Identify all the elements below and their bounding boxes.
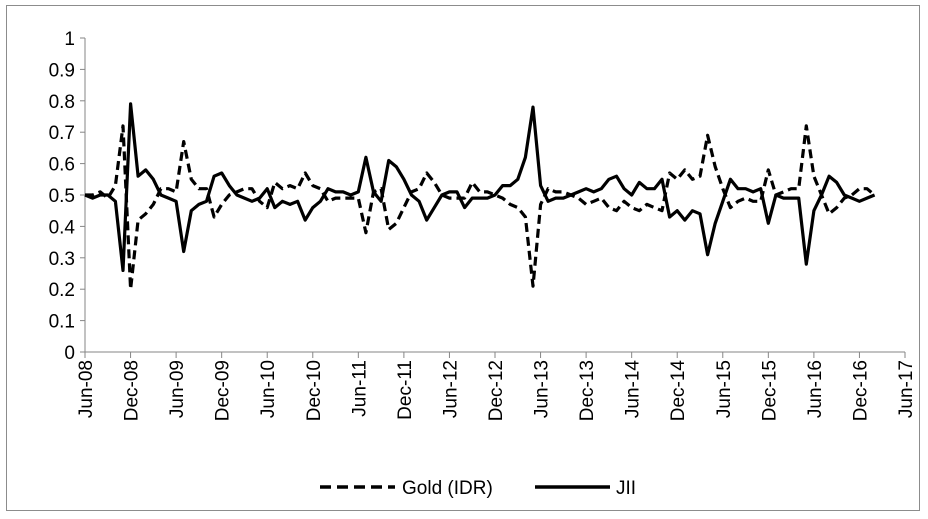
- y-tick-label: 0.4: [49, 217, 76, 238]
- x-tick-label: Dec-15: [759, 360, 780, 421]
- x-tick-label: Jun-10: [258, 360, 279, 418]
- legend-label-jii: JII: [616, 478, 636, 499]
- y-tick-label: 0: [64, 343, 75, 364]
- y-tick-label: 0.2: [49, 280, 75, 301]
- y-tick-label: 0.8: [49, 92, 75, 113]
- x-tick-label: Dec-14: [668, 360, 689, 422]
- x-tick-label: Dec-11: [395, 360, 416, 420]
- x-tick-label: Jun-17: [896, 360, 917, 418]
- series-lines: [84, 102, 876, 291]
- series-line-gold: [85, 124, 876, 291]
- x-tick-label: Jun-08: [76, 360, 97, 418]
- x-axis-ticks: Jun-08 Dec-08 Jun-09 Dec-09 Jun-10 Dec-10 Jun-…: [76, 352, 917, 421]
- y-tick-label: 0.7: [49, 123, 75, 144]
- x-tick-label: Jun-14: [623, 360, 644, 419]
- x-tick-label: Dec-16: [850, 360, 871, 421]
- y-tick-label: 0.3: [49, 249, 75, 270]
- legend: Gold (IDR) JII: [320, 478, 636, 499]
- series-line-jii: [84, 102, 876, 272]
- x-tick-label: Jun-09: [167, 360, 188, 418]
- x-tick-label: Dec-08: [122, 360, 143, 421]
- chart-frame: [6, 5, 920, 511]
- y-tick-label: 1: [64, 29, 75, 50]
- y-tick-label: 0.1: [49, 312, 75, 333]
- x-tick-label: Jun-15: [714, 360, 735, 418]
- x-tick-label: Jun-16: [805, 360, 826, 418]
- x-tick-label: Dec-13: [577, 360, 598, 421]
- legend-label-gold: Gold (IDR): [402, 478, 493, 499]
- x-tick-label: Dec-12: [486, 360, 507, 421]
- x-tick-label: Jun-12: [440, 360, 461, 418]
- x-tick-label: Jun-11: [349, 360, 370, 417]
- x-tick-label: Dec-09: [213, 360, 234, 421]
- x-tick-label: Dec-10: [304, 360, 325, 421]
- y-axis-ticks: 0 0.1 0.2 0.3 0.4 0.5 0.6 0.7 0.8 0.9 1: [49, 29, 85, 364]
- y-tick-label: 0.5: [49, 186, 75, 207]
- y-tick-label: 0.9: [49, 60, 75, 81]
- x-tick-label: Jun-13: [532, 360, 553, 418]
- y-tick-label: 0.6: [49, 155, 75, 176]
